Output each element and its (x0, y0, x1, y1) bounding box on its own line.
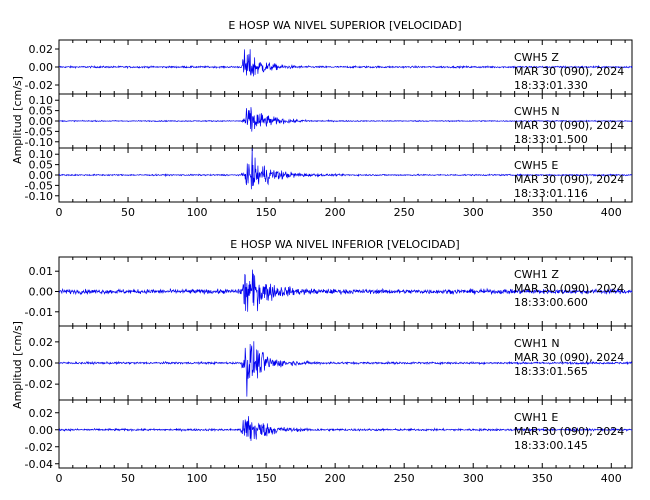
y-tick-label: 0.02 (29, 336, 54, 349)
y-tick-label: 0.10 (29, 148, 54, 161)
y-axis-label: Amplitud [cm/s] (11, 321, 24, 409)
y-tick-label: -0.02 (25, 441, 53, 454)
date-label: MAR 30 (090), 2024 (514, 119, 624, 132)
x-tick-label: 100 (187, 206, 208, 219)
x-tick-label: 0 (56, 472, 63, 485)
date-label: MAR 30 (090), 2024 (514, 282, 624, 295)
x-tick-label: 350 (532, 472, 553, 485)
station-component-label: CWH1 Z (514, 268, 559, 281)
date-label: MAR 30 (090), 2024 (514, 425, 624, 438)
time-label: 18:33:01.565 (514, 365, 588, 378)
y-tick-label: 0.01 (29, 265, 54, 278)
y-tick-label: 0.05 (29, 105, 54, 118)
y-tick-label: -0.04 (25, 458, 53, 471)
x-tick-label: 200 (325, 472, 346, 485)
waveform-line (58, 49, 633, 77)
y-tick-label: 0.00 (29, 115, 54, 128)
x-tick-label: 0 (56, 206, 63, 219)
chart-title: E HOSP WA NIVEL SUPERIOR [VELOCIDAD] (228, 19, 461, 32)
y-tick-label: 0.02 (29, 43, 54, 56)
station-component-label: CWH1 N (514, 337, 560, 350)
y-axis-label: Amplitud [cm/s] (11, 76, 24, 164)
date-label: MAR 30 (090), 2024 (514, 173, 624, 186)
upper-level-chart: E HOSP WA NIVEL SUPERIOR [VELOCIDAD] Amp… (11, 19, 633, 219)
lower-level-chart: E HOSP WA NIVEL INFERIOR [VELOCIDAD] Amp… (11, 238, 633, 485)
y-tick-label: 0.05 (29, 159, 54, 172)
x-tick-label: 50 (121, 472, 135, 485)
date-label: MAR 30 (090), 2024 (514, 65, 624, 78)
panel-frame (58, 399, 633, 469)
y-tick-label: 0.10 (29, 94, 54, 107)
x-tick-label: 300 (463, 472, 484, 485)
time-label: 18:33:01.330 (514, 79, 588, 92)
x-tick-label: 350 (532, 206, 553, 219)
y-tick-label: -0.02 (25, 378, 53, 391)
waveform-line (58, 107, 633, 132)
y-tick-label: 0.00 (29, 169, 54, 182)
waveform-line (58, 416, 633, 441)
x-tick-label: 150 (256, 472, 277, 485)
x-tick-label: 300 (463, 206, 484, 219)
y-tick-label: -0.10 (25, 136, 53, 149)
x-tick-label: 150 (256, 206, 277, 219)
waveform-line (58, 269, 633, 312)
date-label: MAR 30 (090), 2024 (514, 351, 624, 364)
y-tick-label: -0.10 (25, 190, 53, 203)
time-label: 18:33:00.600 (514, 296, 588, 309)
station-component-label: CWH5 Z (514, 51, 559, 64)
x-tick-label: 50 (121, 206, 135, 219)
y-tick-label: 0.02 (29, 407, 54, 420)
y-tick-label: 0.00 (29, 286, 54, 299)
y-tick-label: -0.01 (25, 306, 53, 319)
station-component-label: CWH5 E (514, 159, 558, 172)
x-tick-label: 250 (394, 206, 415, 219)
x-tick-label: 250 (394, 472, 415, 485)
time-label: 18:33:01.500 (514, 133, 588, 146)
time-label: 18:33:00.145 (514, 439, 588, 452)
y-tick-label: -0.05 (25, 125, 53, 138)
x-tick-label: 100 (187, 472, 208, 485)
waveform-line (58, 341, 633, 397)
x-tick-label: 200 (325, 206, 346, 219)
time-label: 18:33:01.116 (514, 187, 588, 200)
x-tick-label: 400 (601, 206, 622, 219)
y-tick-label: -0.05 (25, 179, 53, 192)
waveform-line (58, 148, 633, 190)
y-tick-label: 0.00 (29, 61, 54, 74)
x-tick-label: 400 (601, 472, 622, 485)
y-tick-label: 0.00 (29, 357, 54, 370)
y-tick-label: 0.00 (29, 424, 54, 437)
chart-title: E HOSP WA NIVEL INFERIOR [VELOCIDAD] (230, 238, 459, 251)
y-tick-label: -0.02 (25, 79, 53, 92)
station-component-label: CWH5 N (514, 105, 560, 118)
station-component-label: CWH1 E (514, 411, 558, 424)
